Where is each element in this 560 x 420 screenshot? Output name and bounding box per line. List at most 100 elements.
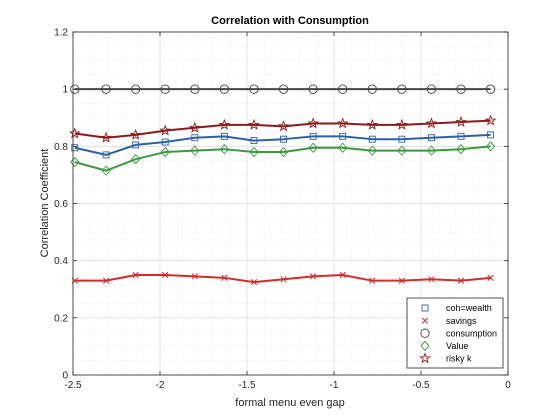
data-point-consumption [278, 84, 289, 94]
data-point-savings [309, 273, 317, 280]
legend-item-coh-wealth: coh=wealth [421, 303, 492, 313]
data-point-savings [339, 271, 346, 279]
data-point-savings [191, 273, 198, 280]
data-point-risky-k [336, 117, 349, 129]
legend-label-savings: savings [446, 316, 477, 326]
y-tick-label: 1 [62, 85, 68, 96]
y-tick-label: 0 [62, 371, 68, 382]
x-tick-label: -0.5 [412, 380, 430, 391]
data-point-value [101, 165, 111, 176]
legend-item-savings: savings [421, 316, 477, 326]
data-point-savings [250, 278, 258, 286]
data-point-value [367, 145, 377, 156]
data-point-consumption [160, 84, 170, 94]
data-point-consumption [338, 84, 348, 94]
data-point-value [456, 144, 466, 155]
data-point-consumption [456, 84, 466, 94]
data-point-value [426, 145, 437, 156]
legend-marker-risky-k [419, 352, 431, 364]
data-point-savings [487, 274, 494, 281]
data-point-savings [132, 271, 139, 279]
legend-label-coh-wealth: coh=wealth [446, 303, 492, 313]
data-point-savings [162, 271, 169, 279]
data-point-coh-wealth [220, 132, 228, 140]
series-risky-k [68, 114, 497, 143]
data-point-value [397, 145, 407, 156]
y-tick-label: 0.2 [54, 313, 68, 324]
data-point-value [249, 146, 259, 158]
data-point-consumption [308, 84, 318, 94]
legend: coh=wealth savings consumption Value risky k [406, 297, 504, 369]
data-point-risky-k [366, 118, 379, 130]
data-point-coh-wealth [280, 135, 287, 143]
data-point-coh-wealth [368, 135, 376, 143]
data-point-risky-k [277, 120, 290, 132]
legend-item-value: Value [420, 340, 468, 351]
data-point-risky-k [396, 118, 408, 130]
data-point-savings [280, 276, 287, 283]
data-point-savings [102, 277, 110, 284]
data-point-consumption [485, 84, 496, 94]
data-point-value [219, 144, 229, 155]
legend-label-consumption: consumption [446, 328, 497, 338]
legend-item-consumption: consumption [420, 328, 497, 338]
data-point-coh-wealth [309, 132, 317, 140]
data-point-value [278, 146, 289, 158]
series-line-coh-wealth [74, 133, 491, 156]
y-axis-title: Correlation Coefficient [39, 149, 51, 258]
legend-item-risky-k: risky k [419, 352, 472, 364]
x-tick-label: 0 [505, 380, 511, 391]
x-tick-label: -2.5 [64, 380, 82, 391]
data-point-savings [369, 277, 376, 284]
legend-marker-savings [421, 317, 429, 324]
data-point-coh-wealth [102, 151, 110, 159]
legend-label-risky-k: risky k [446, 354, 472, 364]
data-point-savings [398, 277, 406, 284]
x-tick-label: -2 [156, 380, 165, 391]
data-point-coh-wealth [161, 138, 169, 146]
data-point-coh-wealth [427, 134, 435, 142]
data-point-coh-wealth [339, 132, 347, 140]
data-point-risky-k [68, 127, 81, 139]
x-axis-ticks: -2.5 -2 -1.5 -1 -0.5 0 [64, 32, 511, 391]
legend-marker-consumption [420, 328, 430, 338]
y-tick-label: 1.2 [54, 28, 68, 39]
data-point-consumption [70, 84, 80, 94]
chart-title: Correlation with Consumption [211, 15, 369, 27]
data-point-consumption [397, 84, 407, 94]
data-point-coh-wealth [250, 137, 258, 145]
data-point-coh-wealth [132, 141, 140, 149]
data-point-consumption [249, 84, 259, 94]
data-point-value [70, 156, 80, 168]
data-point-risky-k [455, 115, 467, 127]
series-line-value [74, 145, 491, 172]
x-tick-label: -1.5 [238, 380, 256, 391]
data-point-risky-k [159, 124, 172, 136]
data-point-value [308, 142, 318, 153]
data-point-savings [428, 276, 435, 283]
data-point-coh-wealth [191, 134, 199, 142]
series-consumption [70, 84, 496, 94]
data-point-risky-k [484, 114, 497, 126]
data-point-coh-wealth [487, 131, 495, 139]
data-point-consumption [219, 84, 230, 94]
y-tick-label: 0.8 [54, 142, 68, 153]
data-point-value [485, 141, 496, 152]
legend-label-value: Value [446, 341, 468, 351]
data-point-risky-k [129, 128, 142, 140]
data-point-value [131, 154, 141, 165]
data-point-risky-k [307, 117, 319, 129]
data-point-consumption [130, 84, 141, 94]
data-point-value [190, 145, 200, 156]
data-point-risky-k [425, 117, 438, 129]
data-point-savings [221, 274, 228, 281]
data-point-consumption [190, 84, 200, 94]
data-point-risky-k [218, 118, 231, 130]
series-line-risky-k [74, 119, 491, 139]
data-point-consumption [367, 84, 377, 94]
data-point-value [338, 142, 348, 153]
y-axis-ticks: 0 0.2 0.4 0.6 0.8 1 1.2 [54, 28, 508, 382]
legend-box [406, 297, 504, 369]
series-coh-wealth [71, 131, 495, 159]
